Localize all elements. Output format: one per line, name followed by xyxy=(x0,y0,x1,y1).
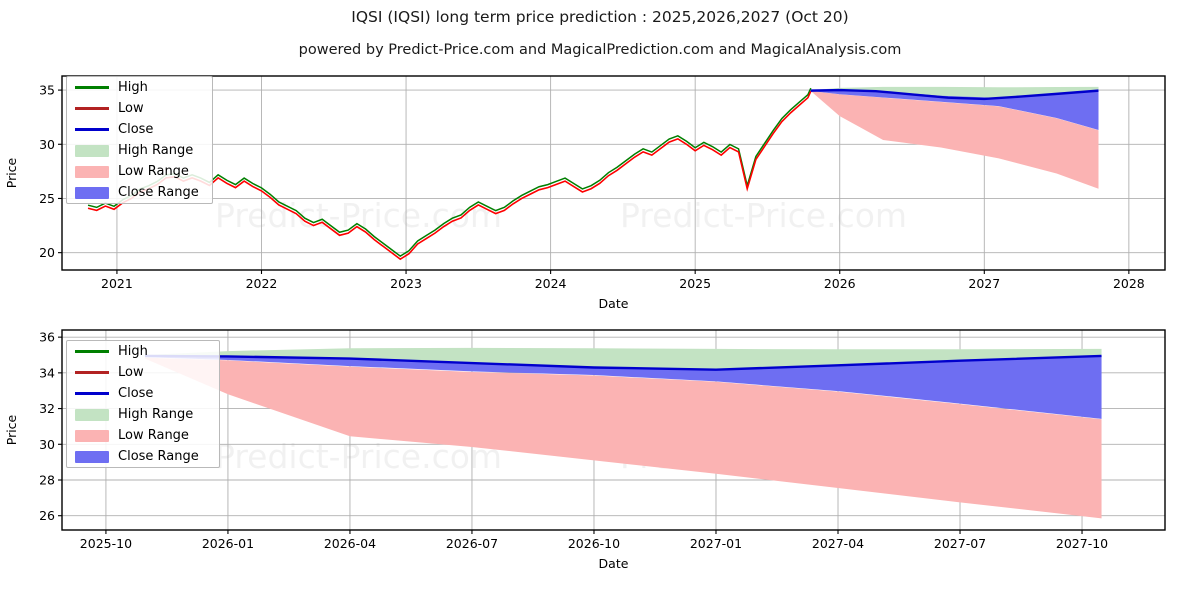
top-legend-item[interactable]: Close xyxy=(67,119,212,140)
x-axis-tick-label: 2022 xyxy=(246,276,278,291)
y-axis-tick-label: 32 xyxy=(39,401,55,416)
x-axis-tick-label: 2026-07 xyxy=(446,536,498,551)
y-axis-tick-label: 30 xyxy=(39,137,55,152)
page-title: IQSI (IQSI) long term price prediction :… xyxy=(351,8,849,26)
x-axis-tick-label: 2024 xyxy=(535,276,567,291)
legend-item-label: Close xyxy=(118,386,154,401)
bottom-chart-svg: Predict-Price.comPredict-Price.com262830… xyxy=(4,329,1166,571)
y-axis-tick-label: 28 xyxy=(39,473,55,488)
legend-item-label: High xyxy=(118,344,148,359)
y-axis-tick-label: 20 xyxy=(39,245,55,260)
bottom-legend-item[interactable]: Low Range xyxy=(67,425,219,446)
top-chart-legend: High Low Close High Range Low Range Close Ran… xyxy=(66,76,213,204)
legend-item-label: High Range xyxy=(118,143,194,158)
x-axis-tick-label: 2027-10 xyxy=(1056,536,1108,551)
x-axis-tick-label: 2026-04 xyxy=(324,536,376,551)
close-prediction-line xyxy=(810,88,1099,101)
top-chart-panel: Predict-Price.comPredict-Price.comPredic… xyxy=(0,62,1200,312)
legend-line-swatch-icon xyxy=(75,392,109,395)
legend-item-label: High xyxy=(118,80,148,95)
low-range-band xyxy=(144,357,1102,519)
legend-line-swatch-icon xyxy=(75,128,109,131)
top-legend-item[interactable]: Low Range xyxy=(67,161,212,182)
top-legend-item[interactable]: High xyxy=(67,77,212,98)
close-range-band xyxy=(810,90,1099,130)
legend-patch-swatch-icon xyxy=(75,165,109,178)
x-axis-title: Date xyxy=(599,296,629,311)
page-subtitle: powered by Predict-Price.com and Magical… xyxy=(298,42,902,58)
bottom-legend-item[interactable]: Low xyxy=(67,362,219,383)
legend-patch-swatch-icon xyxy=(75,408,109,421)
x-axis-tick-label: 2028 xyxy=(1113,276,1145,291)
legend-item-label: Low Range xyxy=(118,428,189,443)
x-axis-tick-label: 2027-07 xyxy=(934,536,986,551)
legend-item-label: Close xyxy=(118,122,154,137)
legend-item-label: High Range xyxy=(118,407,194,422)
legend-item-label: Low xyxy=(118,101,144,116)
legend-line-swatch-icon xyxy=(75,350,109,353)
x-axis-tick-label: 2026-10 xyxy=(568,536,620,551)
bottom-legend-item[interactable]: Close Range xyxy=(67,446,219,467)
x-axis-title: Date xyxy=(599,556,629,571)
bottom-legend-item[interactable]: Close xyxy=(67,383,219,404)
y-axis-tick-label: 30 xyxy=(39,437,55,452)
x-axis-tick-label: 2027-04 xyxy=(812,536,864,551)
x-axis-tick-label: 2023 xyxy=(390,276,422,291)
legend-item-label: Close Range xyxy=(118,449,199,464)
watermark-text: Predict-Price.com xyxy=(620,196,907,235)
x-axis-tick-label: 2025-10 xyxy=(80,536,132,551)
bottom-chart-panel: Predict-Price.comPredict-Price.com262830… xyxy=(0,318,1200,600)
x-axis-tick-label: 2026 xyxy=(824,276,856,291)
y-axis-tick-label: 35 xyxy=(39,83,55,98)
y-axis-tick-label: 34 xyxy=(39,365,55,380)
x-axis-tick-label: 2025 xyxy=(679,276,711,291)
legend-patch-swatch-icon xyxy=(75,429,109,442)
y-axis-tick-label: 36 xyxy=(39,330,55,345)
x-axis-tick-label: 2027 xyxy=(968,276,1000,291)
bottom-legend-item[interactable]: High Range xyxy=(67,404,219,425)
plot-frame xyxy=(61,75,1166,271)
top-chart-svg: Predict-Price.comPredict-Price.comPredic… xyxy=(4,75,1166,311)
bottom-chart-legend: High Low Close High Range Low Range Close Ran… xyxy=(66,340,220,468)
bottom-legend-item[interactable]: High xyxy=(67,341,219,362)
top-legend-item[interactable]: Close Range xyxy=(67,182,212,203)
y-axis-title: Price xyxy=(4,414,19,445)
low-range-band xyxy=(810,90,1099,189)
top-legend-item[interactable]: Low xyxy=(67,98,212,119)
x-axis-tick-label: 2026-01 xyxy=(202,536,254,551)
close-range-band xyxy=(144,355,1102,419)
legend-item-label: Low xyxy=(118,365,144,380)
legend-patch-swatch-icon xyxy=(75,186,109,199)
x-axis-tick-label: 2027-01 xyxy=(690,536,742,551)
legend-line-swatch-icon xyxy=(75,107,109,110)
legend-line-swatch-icon xyxy=(75,371,109,374)
y-axis-tick-label: 26 xyxy=(39,508,55,523)
legend-patch-swatch-icon xyxy=(75,144,109,157)
y-axis-title: Price xyxy=(4,157,19,188)
y-axis-tick-label: 25 xyxy=(39,191,55,206)
plot-frame xyxy=(61,329,1166,531)
legend-line-swatch-icon xyxy=(75,86,109,89)
close-prediction-line xyxy=(144,354,1102,371)
top-legend-item[interactable]: High Range xyxy=(67,140,212,161)
legend-item-label: Close Range xyxy=(118,185,199,200)
legend-patch-swatch-icon xyxy=(75,450,109,463)
x-axis-tick-label: 2021 xyxy=(101,276,133,291)
legend-item-label: Low Range xyxy=(118,164,189,179)
